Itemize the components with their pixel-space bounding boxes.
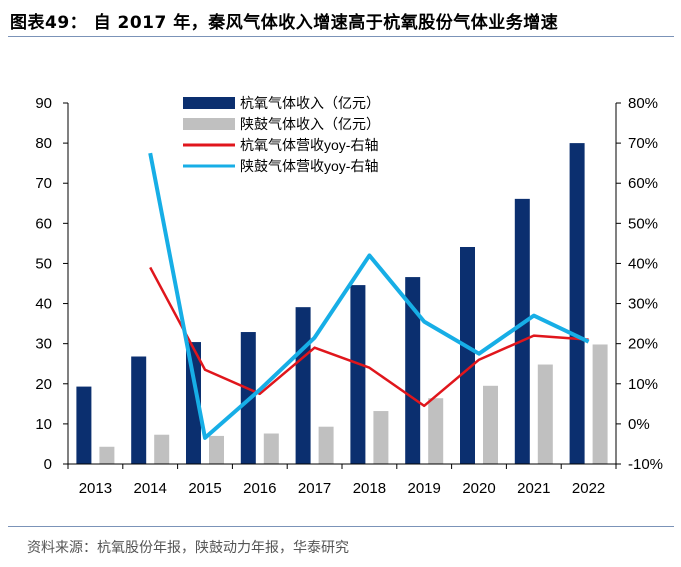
bar-hangyang: [350, 285, 366, 464]
left-tick-label: 80: [35, 135, 52, 152]
x-tick-label: 2018: [353, 480, 386, 497]
left-tick-label: 70: [35, 175, 52, 192]
legend-label: 杭氧气体收入（亿元）: [240, 95, 380, 111]
bar-shangu: [428, 398, 444, 464]
chart-area: 0 10 20 30 40 50 60 70 80 90 -10% 0% 10% 20% 30% 40% 50…: [35, 95, 663, 497]
left-tick-label: 50: [35, 255, 52, 272]
chart-title: 图表49： 自 2017 年，秦风气体收入增速高于杭氧股份气体业务增速: [10, 13, 559, 33]
x-tick-label: 2017: [298, 480, 331, 497]
left-tick-label: 10: [35, 416, 52, 433]
bar-hangyang: [460, 246, 475, 464]
x-tick-label: 2022: [572, 480, 605, 497]
x-tick-label: 2014: [134, 480, 167, 497]
right-axis: -10% 0% 10% 20% 30% 40% 50% 60% 70% 80%: [615, 95, 663, 473]
bar-hangyang: [405, 277, 421, 464]
source-note: 资料来源：杭氧股份年报，陕鼓动力年报，华泰研究: [27, 540, 349, 556]
bar-shangu: [318, 426, 334, 464]
right-tick-label: 70%: [628, 135, 658, 152]
right-tick-label: 30%: [628, 296, 658, 313]
legend: 杭氧气体收入（亿元） 陕鼓气体收入（亿元） 杭氧气体营收yoy-右轴陕鼓气体营收yo…: [183, 95, 380, 174]
right-tick-label: 0%: [628, 416, 650, 433]
x-axis: 2013 2014 2015 2016 2017 2018 2019 2020 2021 2022: [67, 463, 617, 497]
left-tick-label: 40: [35, 296, 52, 313]
bar-hangyang: [131, 356, 147, 464]
left-tick-label: 0: [44, 456, 52, 473]
bar-shangu: [483, 385, 498, 464]
lines: [148, 152, 590, 440]
right-tick-label: 20%: [628, 336, 658, 353]
bar-hangyang: [295, 307, 311, 464]
source-divider: [8, 526, 674, 527]
bar-shangu: [263, 433, 279, 464]
x-tick-label: 2015: [188, 480, 221, 497]
bar-hangyang: [569, 143, 585, 464]
legend-swatch: [183, 97, 235, 109]
right-tick-label: 40%: [628, 255, 658, 272]
right-tick-label: 60%: [628, 175, 658, 192]
legend-label: 陕鼓气体营收yoy-右轴: [240, 158, 378, 174]
right-tick-label: 50%: [628, 215, 658, 232]
bars: [76, 143, 608, 465]
x-tick-label: 2020: [462, 480, 495, 497]
bar-shangu: [209, 435, 224, 464]
bar-shangu: [537, 364, 553, 464]
bar-hangyang: [514, 198, 530, 465]
legend-swatch: [183, 118, 235, 130]
x-tick-label: 2019: [408, 480, 441, 497]
bar-shangu: [99, 446, 115, 464]
x-tick-label: 2016: [243, 480, 276, 497]
right-tick-label: 80%: [628, 95, 658, 112]
left-axis: 0 10 20 30 40 50 60 70 80 90: [35, 95, 69, 473]
left-tick-label: 90: [35, 95, 52, 112]
bar-shangu: [592, 344, 608, 464]
bar-hangyang: [76, 386, 92, 464]
legend-label: 陕鼓气体收入（亿元）: [240, 116, 380, 132]
x-tick-label: 2021: [517, 480, 550, 497]
bar-shangu: [154, 434, 170, 464]
title-divider: [8, 36, 674, 37]
bar-hangyang: [186, 342, 201, 464]
line-hangyang-yoy: [149, 266, 589, 408]
legend-label: 杭氧气体营收yoy-右轴: [240, 137, 378, 153]
right-tick-label: -10%: [628, 456, 663, 473]
left-tick-label: 30: [35, 336, 52, 353]
line-shangu-yoy: [148, 152, 590, 440]
x-tick-label: 2013: [79, 480, 112, 497]
left-tick-label: 20: [35, 376, 52, 393]
bar-shangu: [373, 411, 389, 464]
right-tick-label: 10%: [628, 376, 658, 393]
left-tick-label: 60: [35, 215, 52, 232]
